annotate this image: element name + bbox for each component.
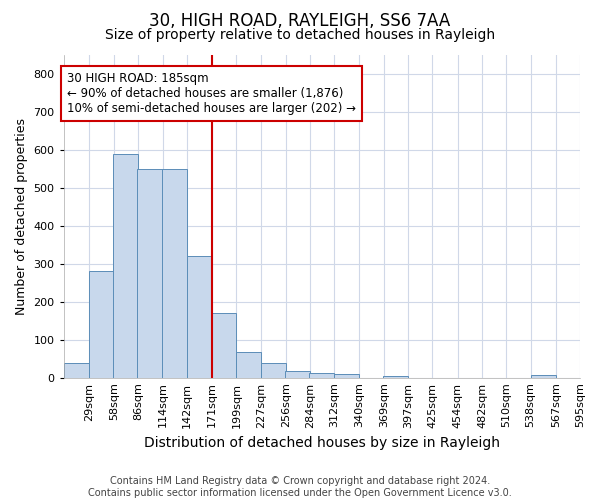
Bar bbox=[64, 364, 89, 378]
Bar bbox=[187, 256, 212, 378]
Bar bbox=[530, 374, 556, 378]
Bar bbox=[260, 364, 286, 378]
Bar bbox=[236, 352, 260, 378]
Text: 30 HIGH ROAD: 185sqm
← 90% of detached houses are smaller (1,876)
10% of semi-de: 30 HIGH ROAD: 185sqm ← 90% of detached h… bbox=[67, 72, 356, 115]
Text: 30, HIGH ROAD, RAYLEIGH, SS6 7AA: 30, HIGH ROAD, RAYLEIGH, SS6 7AA bbox=[149, 12, 451, 30]
Text: Contains HM Land Registry data © Crown copyright and database right 2024.
Contai: Contains HM Land Registry data © Crown c… bbox=[88, 476, 512, 498]
Bar bbox=[334, 374, 359, 378]
Bar bbox=[89, 272, 114, 378]
Bar bbox=[113, 154, 139, 378]
Text: Size of property relative to detached houses in Rayleigh: Size of property relative to detached ho… bbox=[105, 28, 495, 42]
Bar bbox=[383, 376, 408, 378]
X-axis label: Distribution of detached houses by size in Rayleigh: Distribution of detached houses by size … bbox=[144, 436, 500, 450]
Bar bbox=[285, 371, 310, 378]
Bar bbox=[309, 373, 334, 378]
Y-axis label: Number of detached properties: Number of detached properties bbox=[15, 118, 28, 315]
Bar bbox=[211, 313, 236, 378]
Bar bbox=[162, 169, 187, 378]
Bar bbox=[137, 169, 163, 378]
